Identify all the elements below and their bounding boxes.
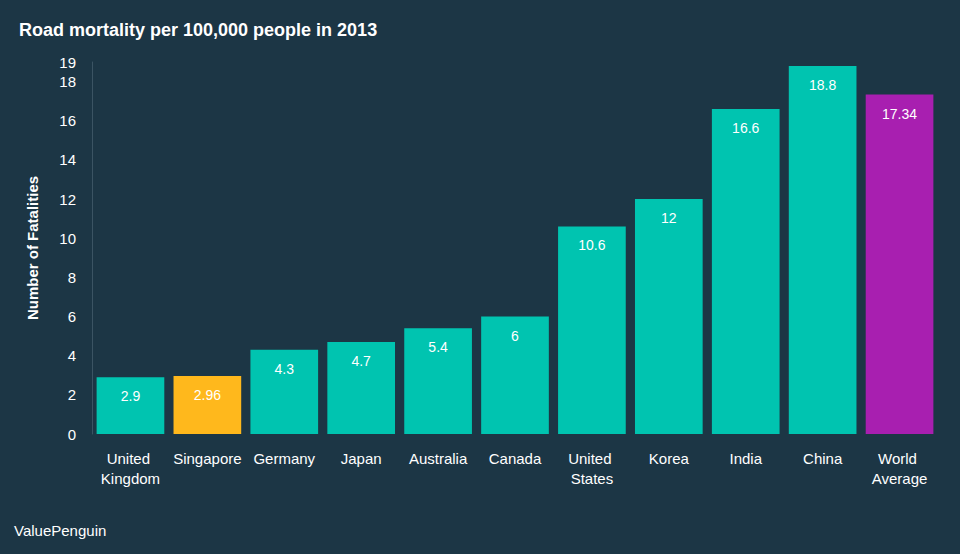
svg-text:United: United (568, 450, 616, 467)
svg-text:8: 8 (68, 269, 76, 286)
svg-text:Japan: Japan (341, 450, 382, 467)
svg-text:6: 6 (511, 328, 519, 344)
svg-text:2.9: 2.9 (121, 388, 141, 404)
svg-text:Australia: Australia (409, 450, 468, 467)
svg-text:18.8: 18.8 (809, 77, 836, 93)
svg-text:4: 4 (68, 347, 76, 364)
svg-text:14: 14 (59, 151, 76, 168)
svg-text:Road mortality per 100,000 peo: Road mortality per 100,000 people in 201… (19, 20, 377, 40)
svg-text:4.3: 4.3 (275, 361, 295, 377)
svg-text:Singapore: Singapore (173, 450, 241, 467)
svg-text:16: 16 (59, 112, 76, 129)
svg-text:2.96: 2.96 (194, 387, 221, 403)
svg-text:World: World (878, 450, 921, 467)
svg-text:6: 6 (68, 308, 76, 325)
svg-text:ValuePenguin: ValuePenguin (14, 522, 106, 539)
svg-text:0: 0 (68, 426, 76, 443)
svg-text:12: 12 (59, 191, 76, 208)
svg-text:18: 18 (59, 73, 76, 90)
svg-text:2: 2 (68, 386, 76, 403)
svg-text:4.7: 4.7 (351, 353, 371, 369)
svg-text:5.4: 5.4 (428, 339, 448, 355)
svg-text:10.6: 10.6 (578, 237, 605, 253)
svg-text:Number of Fatalities: Number of Fatalities (24, 176, 41, 320)
svg-text:10: 10 (59, 230, 76, 247)
svg-text:Average: Average (872, 470, 928, 487)
svg-text:12: 12 (661, 210, 677, 226)
svg-text:Canada: Canada (489, 450, 542, 467)
svg-text:Kingdom: Kingdom (101, 470, 160, 487)
svg-text:Germany: Germany (253, 450, 315, 467)
svg-text:United: United (107, 450, 155, 467)
svg-text:Korea: Korea (649, 450, 690, 467)
svg-text:17.34: 17.34 (882, 106, 917, 122)
svg-text:China: China (803, 450, 843, 467)
svg-text:States: States (571, 470, 614, 487)
svg-text:India: India (729, 450, 762, 467)
svg-text:19: 19 (59, 54, 76, 71)
svg-text:16.6: 16.6 (732, 120, 759, 136)
